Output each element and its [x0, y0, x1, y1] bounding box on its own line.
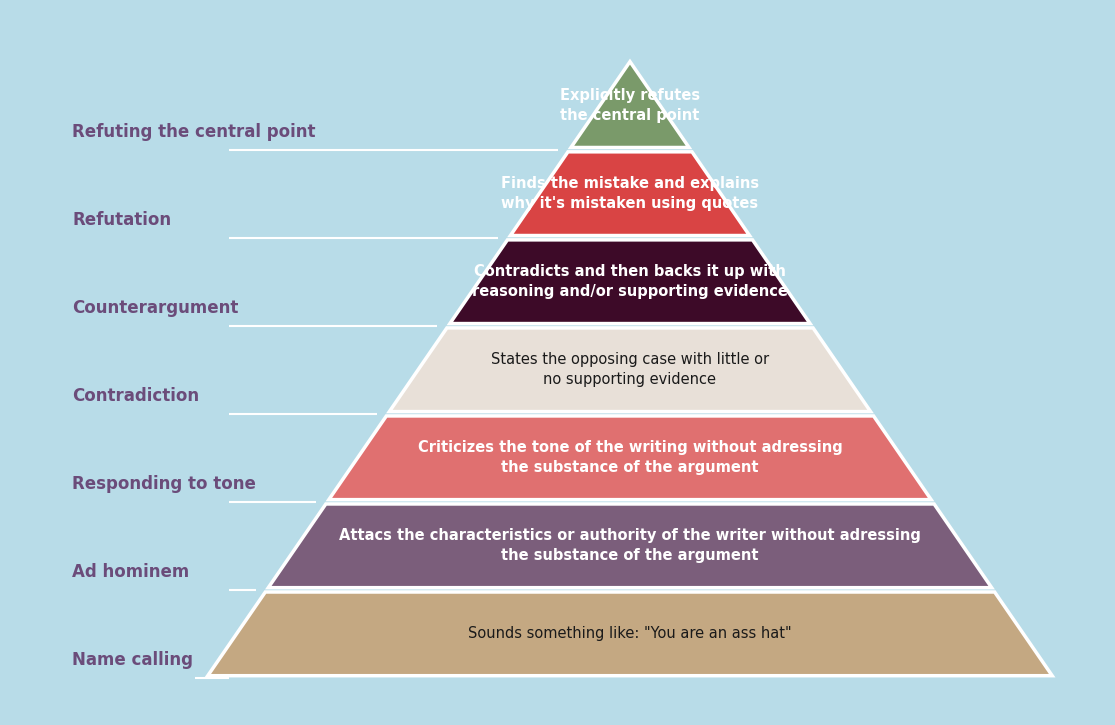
Polygon shape [449, 240, 811, 323]
Text: Finds the mistake and explains
why it's mistaken using quotes: Finds the mistake and explains why it's … [501, 176, 759, 211]
Polygon shape [511, 152, 749, 236]
Text: Contradicts and then backs it up with
reasoning and/or supporting evidence: Contradicts and then backs it up with re… [472, 265, 788, 299]
Text: Explicitly refutes
the central point: Explicitly refutes the central point [560, 88, 700, 123]
Polygon shape [269, 504, 991, 588]
Polygon shape [389, 328, 871, 412]
Text: Ad hominem: Ad hominem [72, 563, 190, 581]
Polygon shape [207, 592, 1053, 676]
Text: Sounds something like: "You are an ass hat": Sounds something like: "You are an ass h… [468, 626, 792, 642]
Polygon shape [571, 62, 689, 147]
Text: Contradiction: Contradiction [72, 387, 200, 405]
Polygon shape [329, 416, 931, 500]
Text: Counterargument: Counterargument [72, 299, 239, 317]
Text: Criticizes the tone of the writing without adressing
the substance of the argume: Criticizes the tone of the writing witho… [418, 440, 842, 475]
Text: Refutation: Refutation [72, 211, 172, 229]
Text: Name calling: Name calling [72, 651, 194, 669]
Text: States the opposing case with little or
no supporting evidence: States the opposing case with little or … [491, 352, 769, 387]
Text: Attacs the characteristics or authority of the writer without adressing
the subs: Attacs the characteristics or authority … [339, 529, 921, 563]
Text: Refuting the central point: Refuting the central point [72, 123, 316, 141]
Text: Responding to tone: Responding to tone [72, 475, 256, 493]
